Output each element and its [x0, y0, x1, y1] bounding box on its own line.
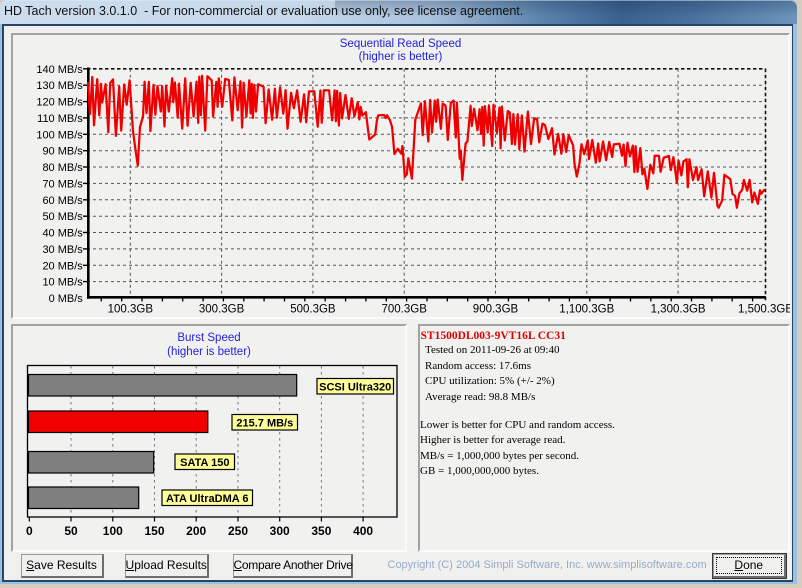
svg-text:215.7 MB/s: 215.7 MB/s	[236, 418, 293, 430]
svg-text:1,100.3GB: 1,100.3GB	[559, 304, 614, 316]
svg-text:100 MB/s: 100 MB/s	[36, 129, 83, 141]
svg-text:70 MB/s: 70 MB/s	[42, 178, 83, 190]
svg-text:20 MB/s: 20 MB/s	[42, 260, 83, 272]
svg-text:60 MB/s: 60 MB/s	[42, 195, 83, 207]
svg-text:900.3GB: 900.3GB	[473, 304, 519, 316]
svg-text:250: 250	[228, 524, 248, 538]
svg-text:10 MB/s: 10 MB/s	[42, 277, 83, 289]
svg-text:200: 200	[186, 524, 206, 538]
svg-text:300.3GB: 300.3GB	[199, 304, 245, 316]
svg-text:50 MB/s: 50 MB/s	[42, 211, 83, 223]
svg-text:120 MB/s: 120 MB/s	[36, 97, 83, 109]
svg-text:500.3GB: 500.3GB	[290, 304, 336, 316]
svg-text:700.3GB: 700.3GB	[381, 304, 427, 316]
svg-text:1,300.3GB: 1,300.3GB	[651, 304, 706, 316]
svg-text:100.3GB: 100.3GB	[108, 304, 154, 316]
svg-text:ATA UltraDMA 6: ATA UltraDMA 6	[166, 493, 249, 505]
svg-text:0: 0	[26, 524, 33, 538]
svg-text:350: 350	[311, 524, 331, 538]
svg-text:50: 50	[64, 524, 78, 538]
svg-text:80 MB/s: 80 MB/s	[42, 162, 83, 174]
svg-text:SATA 150: SATA 150	[180, 457, 229, 469]
svg-text:100: 100	[103, 524, 123, 538]
svg-text:0 MB/s: 0 MB/s	[49, 293, 84, 305]
svg-text:40 MB/s: 40 MB/s	[42, 228, 83, 240]
svg-text:400: 400	[353, 524, 373, 538]
svg-text:140 MB/s: 140 MB/s	[36, 64, 83, 76]
svg-text:SCSI Ultra320: SCSI Ultra320	[319, 382, 391, 394]
svg-text:90 MB/s: 90 MB/s	[42, 146, 83, 158]
svg-text:30 MB/s: 30 MB/s	[42, 244, 83, 256]
svg-text:150: 150	[144, 524, 164, 538]
svg-text:130 MB/s: 130 MB/s	[36, 80, 83, 92]
svg-text:110 MB/s: 110 MB/s	[37, 113, 83, 125]
svg-text:1,500.3GB: 1,500.3GB	[738, 304, 790, 316]
svg-text:300: 300	[270, 524, 290, 538]
